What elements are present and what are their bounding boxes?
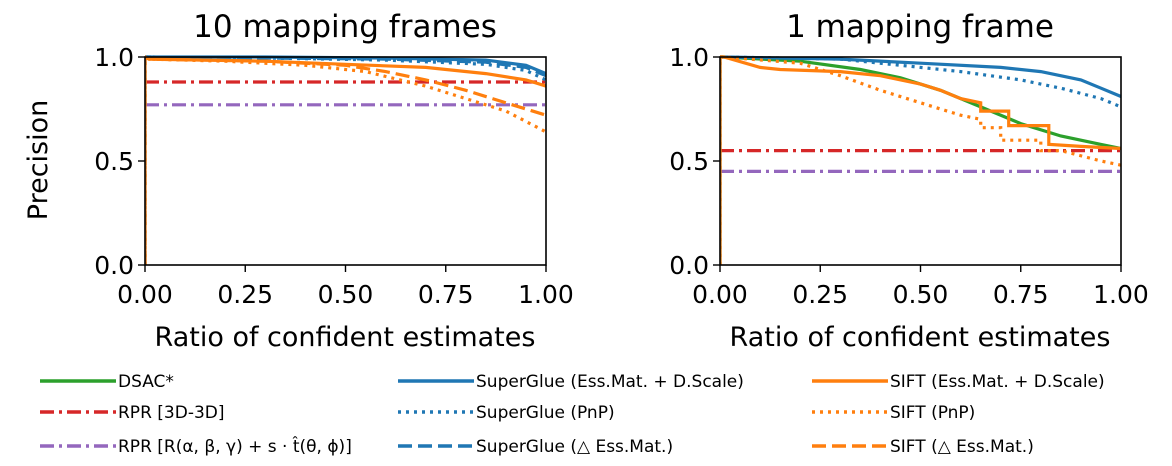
y-tick-label: 1.0	[669, 43, 709, 72]
axis-ticks: 0.00 0.25 0.50 0.75 1.00 0.0 0.5 1.0	[669, 43, 1149, 309]
x-tick-label: 0.00	[692, 280, 748, 309]
x-tick-label: 0.50	[318, 280, 374, 309]
legend-label: SuperGlue (△ Ess.Mat.)	[476, 437, 673, 457]
legend-label: SIFT (Ess.Mat. + D.Scale)	[890, 372, 1105, 392]
y-tick-label: 1.0	[94, 43, 134, 72]
plot-lines	[145, 55, 546, 265]
series-line-sift-pnp	[720, 55, 1121, 265]
legend-entry: SIFT (Ess.Mat. + D.Scale)	[812, 372, 1105, 392]
legend-label: SIFT (PnP)	[890, 403, 975, 423]
x-tick-label: 1.00	[518, 280, 574, 309]
legend-entry: RPR [3D-3D]	[40, 403, 225, 423]
y-tick-label: 0.0	[669, 251, 709, 280]
legend-entry: DSAC*	[40, 372, 174, 392]
x-tick-label: 0.50	[893, 280, 949, 309]
y-tick-label: 0.0	[94, 251, 134, 280]
axes-frame	[719, 56, 1122, 266]
series-line-superglue-pnp	[145, 55, 546, 265]
legend-label: SIFT (△ Ess.Mat.)	[890, 437, 1034, 457]
series-line-sift-ess-mat-d-scale	[720, 55, 1121, 265]
x-axis-label: Ratio of confident estimates	[155, 322, 536, 353]
legend-entry: SIFT (PnP)	[812, 403, 975, 423]
x-tick-label: 0.75	[993, 280, 1049, 309]
y-axis-label: Precision	[23, 100, 54, 220]
series-line-sift-pnp	[145, 55, 546, 265]
legend: DSAC* RPR [3D-3D] RPR [R(α, β, γ) + s · t̂…	[40, 372, 1105, 457]
x-tick-label: 1.00	[1093, 280, 1149, 309]
legend-label: DSAC*	[118, 372, 174, 392]
series-line-superglue-ess-mat-d-scale	[145, 55, 546, 265]
axes-frame	[144, 56, 547, 266]
legend-label: SuperGlue (PnP)	[476, 403, 615, 423]
chart-title: 10 mapping frames	[193, 9, 497, 45]
legend-entry: RPR [R(α, β, γ) + s · t̂(θ, ϕ)]	[40, 436, 352, 457]
series-line-superglue-pnp	[720, 55, 1121, 265]
legend-entry: SIFT (△ Ess.Mat.)	[812, 437, 1034, 457]
legend-entry: SuperGlue (△ Ess.Mat.)	[398, 437, 673, 457]
x-tick-label: 0.00	[117, 280, 173, 309]
legend-label: RPR [R(α, β, γ) + s · t̂(θ, ϕ)]	[118, 436, 352, 457]
plot-lines	[720, 55, 1121, 265]
x-tick-label: 0.75	[418, 280, 474, 309]
chart-panel-10-mapping-frames: 10 mapping frames Precision Ratio of con…	[23, 9, 574, 353]
axis-ticks: 0.00 0.25 0.50 0.75 1.00 0.0 0.5 1.0	[94, 43, 574, 309]
y-tick-label: 0.5	[669, 147, 709, 176]
legend-label: SuperGlue (Ess.Mat. + D.Scale)	[476, 372, 744, 392]
series-line-sift-ess-mat-d-scale	[145, 55, 546, 265]
series-line-dsac	[720, 55, 1121, 265]
chart-panel-1-mapping-frame: 1 mapping frame Ratio of confident estim…	[669, 9, 1149, 353]
series-line-superglue-ess-mat-d-scale	[720, 55, 1121, 265]
y-tick-label: 0.5	[94, 147, 134, 176]
legend-entry: SuperGlue (Ess.Mat. + D.Scale)	[398, 372, 744, 392]
x-tick-label: 0.25	[792, 280, 848, 309]
x-tick-label: 0.25	[217, 280, 273, 309]
series-line-superglue-ess-mat	[145, 55, 546, 265]
series-line-sift-ess-mat	[145, 55, 546, 265]
legend-label: RPR [3D-3D]	[118, 403, 225, 423]
x-axis-label: Ratio of confident estimates	[730, 322, 1111, 353]
legend-entry: SuperGlue (PnP)	[398, 403, 615, 423]
chart-title: 1 mapping frame	[786, 9, 1054, 45]
